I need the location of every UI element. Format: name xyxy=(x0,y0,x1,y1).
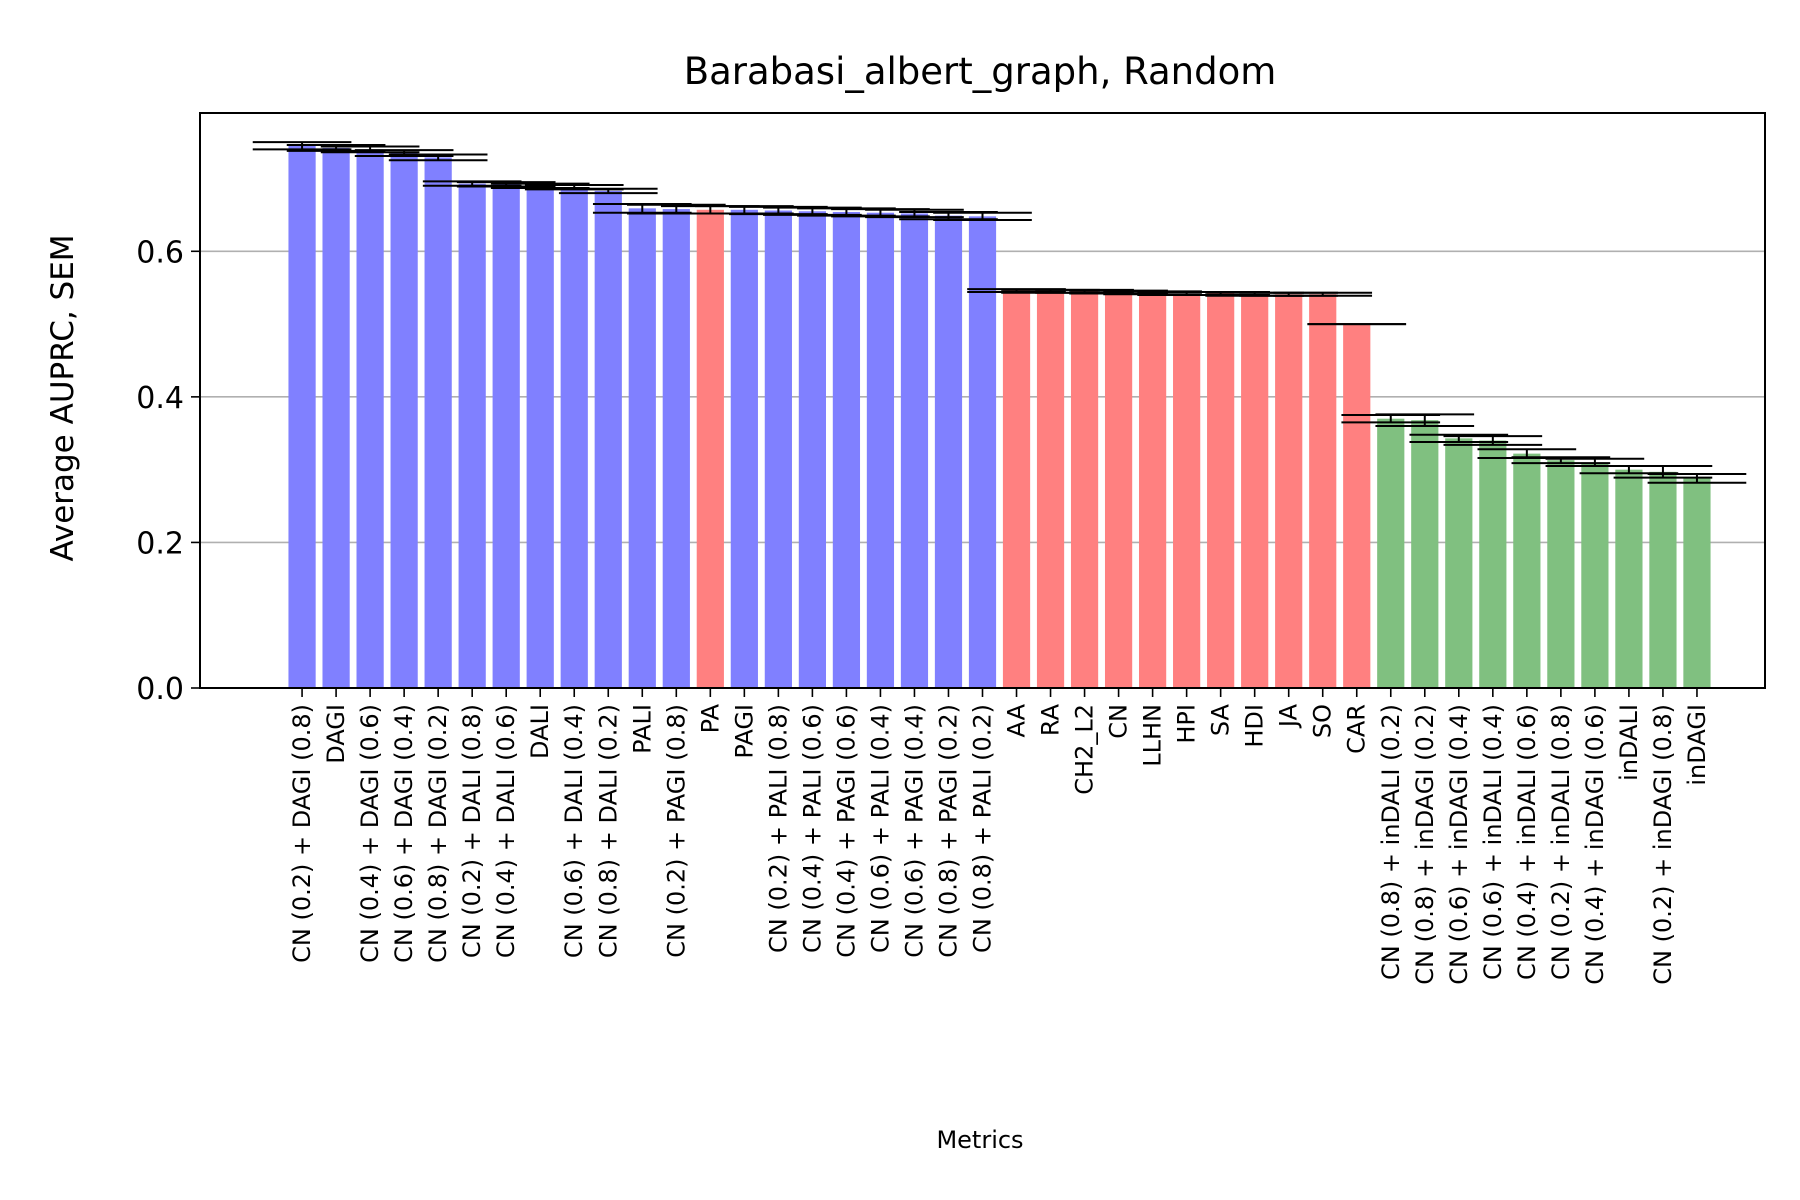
x-tick-label: CN xyxy=(1105,704,1133,739)
x-ticks: CN (0.2) + DAGI (0.8) DAGI CN (0.4) + DAGI… xyxy=(288,688,1711,985)
bar xyxy=(764,210,792,688)
y-ticks: 0.0 0.2 0.4 0.6 xyxy=(136,235,200,707)
x-tick-label: CN (0.6) + DAGI (0.4) xyxy=(390,704,418,963)
bar xyxy=(560,187,588,688)
y-tick-label: 0.2 xyxy=(136,526,184,561)
bar xyxy=(1683,478,1711,688)
bar xyxy=(866,212,895,688)
bar xyxy=(1275,294,1303,688)
bar xyxy=(390,153,418,689)
x-tick-label: CN (0.8) + DALI (0.2) xyxy=(594,704,622,958)
x-tick-label: CN (0.8) + inDALI (0.2) xyxy=(1377,704,1405,980)
x-tick-label: CN (0.2) + inDALI (0.8) xyxy=(1547,704,1575,980)
bar xyxy=(1139,292,1167,688)
bar xyxy=(1309,294,1337,688)
bar xyxy=(1513,453,1541,688)
x-tick-label: SO xyxy=(1309,704,1337,738)
x-tick-label: SA xyxy=(1207,703,1235,736)
x-tick-label: CN (0.4) + DAGI (0.6) xyxy=(356,704,384,963)
x-tick-label: HPI xyxy=(1173,704,1201,744)
x-tick-label: CN (0.6) + PAGI (0.4) xyxy=(900,704,928,958)
x-tick-label: PA xyxy=(696,703,724,733)
bar xyxy=(1581,462,1609,688)
x-tick-label: CN (0.4) + PALI (0.6) xyxy=(798,704,826,953)
bar xyxy=(1070,291,1099,688)
x-tick-label: CN (0.4) + inDALI (0.6) xyxy=(1513,704,1541,980)
bar xyxy=(356,149,384,689)
bar xyxy=(1615,469,1643,688)
x-tick-label: CN (0.4) + DALI (0.6) xyxy=(492,704,520,958)
bar xyxy=(492,184,520,689)
chart-title: Barabasi_albert_graph, Random xyxy=(684,50,1277,93)
x-tick-label: CN (0.4) + inDAGI (0.6) xyxy=(1581,704,1609,985)
x-tick-label: CN (0.2) + PAGI (0.8) xyxy=(662,704,690,958)
x-tick-label: CH2_L2 xyxy=(1071,704,1099,795)
x-tick-label: CN (0.6) + inDALI (0.4) xyxy=(1479,704,1507,980)
y-tick-label: 0.4 xyxy=(136,381,184,416)
bar xyxy=(1104,292,1133,688)
bar xyxy=(662,209,690,689)
bar xyxy=(832,211,861,688)
x-axis-label: Metrics xyxy=(936,1126,1023,1154)
x-tick-label: CN (0.8) + PAGI (0.2) xyxy=(934,704,962,958)
bar xyxy=(1445,438,1473,688)
x-tick-label: PAGI xyxy=(730,704,758,759)
error-bars xyxy=(252,141,1747,484)
x-tick-label: CN (0.6) + inDAGI (0.4) xyxy=(1445,704,1473,985)
x-tick-label: JA xyxy=(1275,703,1303,729)
bar xyxy=(934,215,963,688)
x-tick-label: CN (0.2) + inDAGI (0.8) xyxy=(1649,704,1677,985)
bar xyxy=(730,209,758,688)
x-tick-label: LLHN xyxy=(1139,704,1167,767)
bar xyxy=(900,213,929,688)
bar xyxy=(1343,324,1371,688)
bar xyxy=(628,208,656,689)
x-tick-label: inDAGI xyxy=(1683,704,1711,786)
y-tick-label: 0.0 xyxy=(136,672,184,707)
x-tick-label: CN (0.8) + PALI (0.2) xyxy=(969,704,997,953)
bar xyxy=(526,185,554,689)
bar xyxy=(288,145,316,688)
x-tick-label: AA xyxy=(1003,703,1031,737)
bar xyxy=(1036,291,1065,688)
x-tick-label: CN (0.2) + PALI (0.8) xyxy=(764,704,792,953)
x-tick-label: PALI xyxy=(628,704,656,754)
x-tick-label: CN (0.2) + DAGI (0.8) xyxy=(288,704,316,963)
bar xyxy=(1547,460,1575,688)
bar xyxy=(1241,294,1269,688)
y-axis-label: Average AUPRC, SEM xyxy=(45,234,81,561)
y-tick-label: 0.6 xyxy=(136,235,184,270)
x-tick-label: CN (0.6) + DALI (0.4) xyxy=(560,704,588,958)
x-tick-label: HDI xyxy=(1241,704,1269,748)
x-tick-label: inDALI xyxy=(1615,704,1643,781)
bar xyxy=(1002,290,1031,688)
bar xyxy=(424,157,452,688)
bar xyxy=(798,211,826,688)
bar xyxy=(1377,418,1405,688)
x-tick-label: DAGI xyxy=(322,704,350,764)
x-tick-label: CN (0.8) + inDAGI (0.2) xyxy=(1411,704,1439,985)
bars xyxy=(288,145,1711,689)
bar xyxy=(1411,420,1439,688)
bar xyxy=(594,190,622,688)
bar xyxy=(968,216,997,688)
bar xyxy=(696,209,724,688)
bar xyxy=(1173,293,1201,688)
x-tick-label: CN (0.8) + DAGI (0.2) xyxy=(424,704,452,963)
x-tick-label: CAR xyxy=(1343,704,1371,754)
bar xyxy=(322,147,350,688)
bar xyxy=(1479,440,1507,688)
x-tick-label: DALI xyxy=(526,704,554,759)
x-tick-label: CN (0.6) + PALI (0.4) xyxy=(866,704,894,953)
bar xyxy=(1207,293,1235,688)
bar xyxy=(458,183,486,689)
x-tick-label: CN (0.2) + DALI (0.8) xyxy=(458,704,486,958)
x-tick-label: CN (0.4) + PAGI (0.6) xyxy=(832,704,860,958)
bar xyxy=(1649,471,1677,688)
x-tick-label: RA xyxy=(1037,703,1065,736)
